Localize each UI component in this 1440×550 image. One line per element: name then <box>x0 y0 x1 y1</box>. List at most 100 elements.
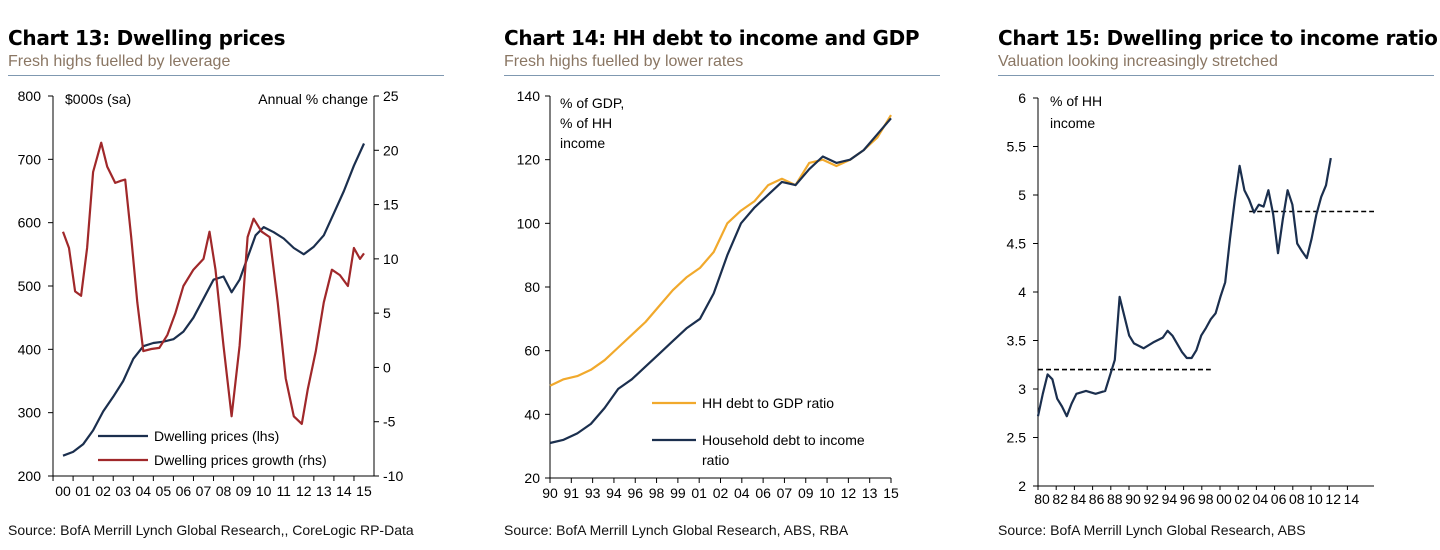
y-tick-label: 3 <box>1018 381 1026 397</box>
y-tick-label: 20 <box>524 470 540 486</box>
legend-label: Dwelling prices growth (rhs) <box>154 452 327 468</box>
x-tick-label: 08 <box>1289 491 1305 507</box>
x-tick-label: 12 <box>1325 491 1341 507</box>
x-tick-label: 07 <box>777 485 793 501</box>
y-axis-label-line: % of HH <box>560 115 612 131</box>
left-tick-label: 600 <box>18 215 42 231</box>
y-tick-label: 6 <box>1018 90 1026 106</box>
x-tick-label: 05 <box>156 483 172 499</box>
y-tick-label: 4 <box>1018 284 1026 300</box>
x-tick-label: 86 <box>1089 491 1105 507</box>
chart-panel-13: Chart 13: Dwelling prices Fresh highs fu… <box>8 0 448 550</box>
x-tick-label: 01 <box>75 483 91 499</box>
x-tick-label: 02 <box>713 485 729 501</box>
chart-panel-14: Chart 14: HH debt to income and GDP Fres… <box>504 0 944 550</box>
series-line-debt-to-gdp <box>549 114 892 387</box>
x-tick-label: 14 <box>1344 491 1360 507</box>
left-tick-label: 700 <box>18 151 42 167</box>
x-tick-label: 09 <box>798 485 814 501</box>
chart-14-divider <box>504 75 940 76</box>
x-tick-label: 98 <box>649 485 665 501</box>
x-tick-label: 06 <box>1271 491 1287 507</box>
legend-label: HH debt to GDP ratio <box>702 395 834 411</box>
chart-13-source: Source: BofA Merrill Lynch Global Resear… <box>8 522 414 538</box>
legend-label-line: Household debt to income <box>702 432 865 448</box>
y-tick-label: 2 <box>1018 478 1026 494</box>
left-tick-label: 400 <box>18 341 42 357</box>
y-axis-label-line: income <box>560 135 605 151</box>
right-tick-label: 10 <box>383 251 399 267</box>
x-tick-label: 88 <box>1107 491 1123 507</box>
right-tick-label: -5 <box>383 414 396 430</box>
x-tick-label: 82 <box>1052 491 1068 507</box>
right-axis-label: Annual % change <box>258 91 368 107</box>
left-tick-label: 300 <box>18 405 42 421</box>
x-tick-label: 80 <box>1034 491 1050 507</box>
right-tick-label: -10 <box>383 468 403 484</box>
x-tick-label: 10 <box>819 485 835 501</box>
x-tick-label: 06 <box>755 485 771 501</box>
x-tick-label: 04 <box>734 485 750 501</box>
y-tick-label: 4.5 <box>1007 236 1027 252</box>
right-tick-label: 15 <box>383 197 399 213</box>
x-tick-label: 04 <box>135 483 151 499</box>
chart-14-source: Source: BofA Merrill Lynch Global Resear… <box>504 522 849 538</box>
right-tick-label: 25 <box>383 88 399 104</box>
right-tick-label: 20 <box>383 142 399 158</box>
chart-14-title: Chart 14: HH debt to income and GDP <box>504 26 920 50</box>
x-tick-label: 02 <box>1234 491 1250 507</box>
x-tick-label: 10 <box>256 483 272 499</box>
chart-13-title: Chart 13: Dwelling prices <box>8 26 286 50</box>
x-tick-label: 10 <box>1307 491 1323 507</box>
x-tick-label: 92 <box>1143 491 1159 507</box>
x-tick-label: 13 <box>316 483 332 499</box>
x-tick-label: 06 <box>176 483 192 499</box>
x-tick-label: 11 <box>276 483 291 499</box>
chart-panel-15: Chart 15: Dwelling price to income ratio… <box>998 0 1438 550</box>
series-line-dwelling-prices-growth <box>61 141 365 425</box>
x-tick-label: 91 <box>564 485 580 501</box>
y-axis-label-line: income <box>1050 115 1095 131</box>
y-tick-label: 2.5 <box>1007 430 1027 446</box>
x-tick-label: 15 <box>356 483 372 499</box>
y-axis-label: % of GDP, % of HH income <box>560 95 624 151</box>
chart-13-subtitle: Fresh highs fuelled by leverage <box>8 53 231 70</box>
y-tick-label: 80 <box>524 279 540 295</box>
y-tick-label: 120 <box>517 152 541 168</box>
y-tick-label: 5.5 <box>1007 139 1027 155</box>
x-tick-label: 00 <box>55 483 71 499</box>
chart-15-source: Source: BofA Merrill Lynch Global Resear… <box>998 522 1306 538</box>
x-tick-label: 94 <box>1162 491 1178 507</box>
y-tick-label: 3.5 <box>1007 333 1027 349</box>
x-tick-label: 08 <box>216 483 232 499</box>
x-tick-label: 02 <box>95 483 111 499</box>
y-tick-label: 140 <box>517 88 541 104</box>
left-axis-label: $000s (sa) <box>65 91 131 107</box>
x-tick-label: 07 <box>196 483 212 499</box>
x-tick-label: 00 <box>1216 491 1232 507</box>
right-tick-label: 0 <box>383 359 391 375</box>
series-line-dwelling-prices <box>62 143 366 457</box>
left-tick-label: 800 <box>18 88 42 104</box>
x-tick-label: 12 <box>296 483 312 499</box>
x-tick-label: 03 <box>115 483 131 499</box>
x-tick-label: 04 <box>1253 491 1269 507</box>
chart-13-plot: 800 700 600 500 400 300 200 25 20 15 10 5 0 -5 -10 00 01… <box>18 88 404 499</box>
x-tick-label: 01 <box>691 485 707 501</box>
left-tick-label: 500 <box>18 278 42 294</box>
x-tick-label: 96 <box>1180 491 1196 507</box>
chart-14-subtitle: Fresh highs fuelled by lower rates <box>504 53 744 70</box>
y-tick-label: 100 <box>517 215 541 231</box>
legend-label: Household debt to income ratio <box>702 432 865 468</box>
left-tick-label: 200 <box>18 468 42 484</box>
series-line-price-to-income <box>1036 157 1332 418</box>
legend-label: Dwelling prices (lhs) <box>154 428 279 444</box>
chart-15-subtitle: Valuation looking increasingly stretched <box>998 53 1278 70</box>
y-tick-label: 40 <box>524 406 540 422</box>
x-tick-label: 14 <box>336 483 352 499</box>
chart-15-divider <box>998 75 1434 76</box>
x-tick-label: 93 <box>585 485 601 501</box>
x-tick-label: 15 <box>883 485 899 501</box>
